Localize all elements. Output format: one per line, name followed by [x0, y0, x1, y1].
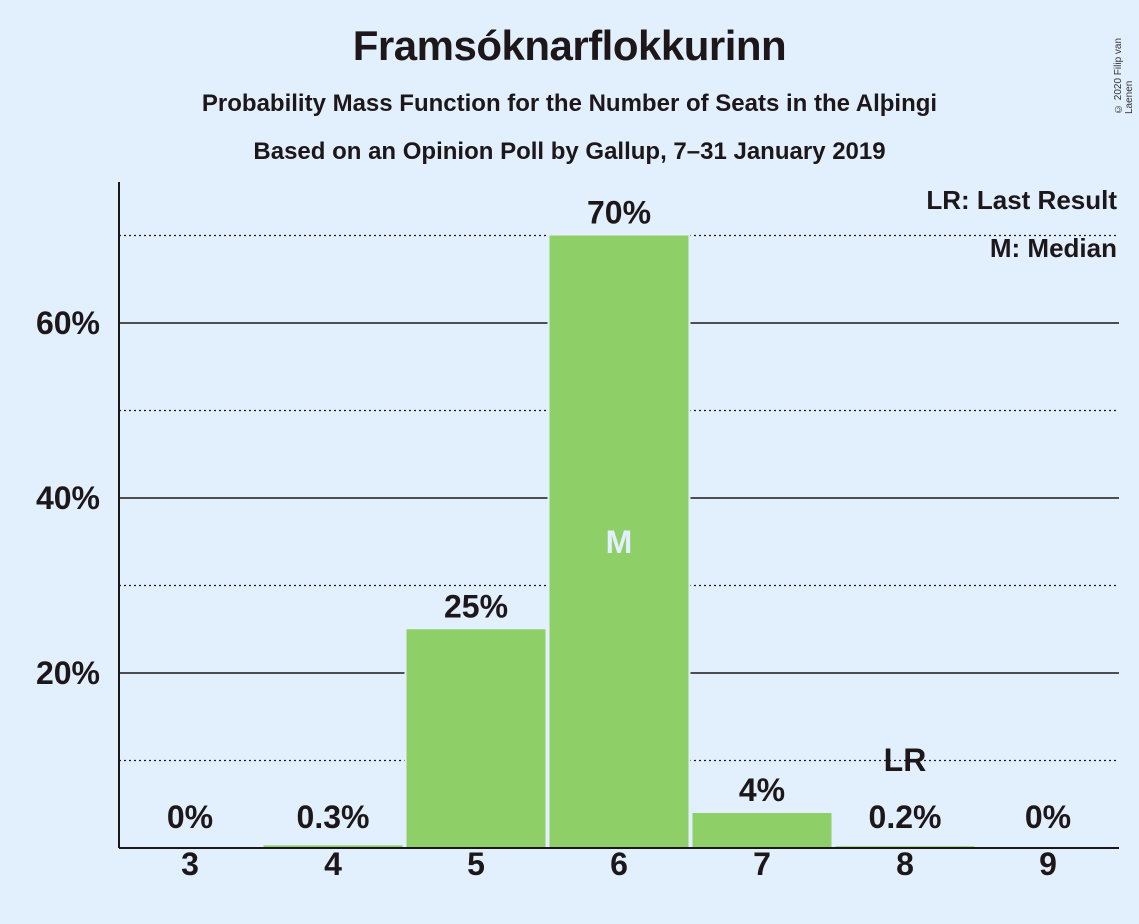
bar-value-label: 70% — [587, 195, 651, 231]
labels: 0% 3 0.3% 4 25% 5 70% 6 M 4% 7 0.2% 8 LR 0% 9 20% 40% 60% — [36, 195, 1071, 883]
legend-last-result: LR: Last Result — [926, 185, 1117, 215]
median-marker: M — [606, 524, 633, 560]
axes — [118, 182, 1119, 849]
y-tick-label: 40% — [36, 480, 100, 516]
bar-outline — [833, 844, 977, 848]
bar-value-label: 4% — [739, 772, 785, 808]
x-tick-label: 6 — [610, 846, 628, 882]
x-tick-label: 8 — [896, 846, 914, 882]
bar — [692, 813, 832, 848]
x-tick-label: 3 — [181, 846, 199, 882]
bar — [549, 235, 689, 848]
x-tick-label: 5 — [467, 846, 485, 882]
bar-value-label: 25% — [444, 588, 508, 624]
chart-subtitle-source: Based on an Opinion Poll by Gallup, 7–31… — [253, 138, 886, 165]
legend-median: M: Median — [990, 233, 1117, 263]
chart-subtitle: Probability Mass Function for the Number… — [201, 90, 938, 117]
x-tick-label: 9 — [1039, 846, 1057, 882]
bar-value-label: 0.2% — [869, 799, 942, 835]
chart-title: Framsóknarflokkurinn — [352, 22, 787, 69]
y-tick-label: 20% — [36, 655, 100, 691]
bar-value-label: 0.3% — [297, 799, 370, 835]
bar-value-label: 0% — [1025, 799, 1071, 835]
bar — [406, 629, 546, 848]
y-tick-label: 60% — [36, 305, 100, 341]
last-result-marker: LR — [884, 742, 927, 778]
bar-value-label: 0% — [167, 799, 213, 835]
bars — [261, 233, 977, 848]
x-tick-label: 4 — [324, 846, 342, 882]
x-tick-label: 7 — [753, 846, 771, 882]
bar — [263, 845, 403, 848]
